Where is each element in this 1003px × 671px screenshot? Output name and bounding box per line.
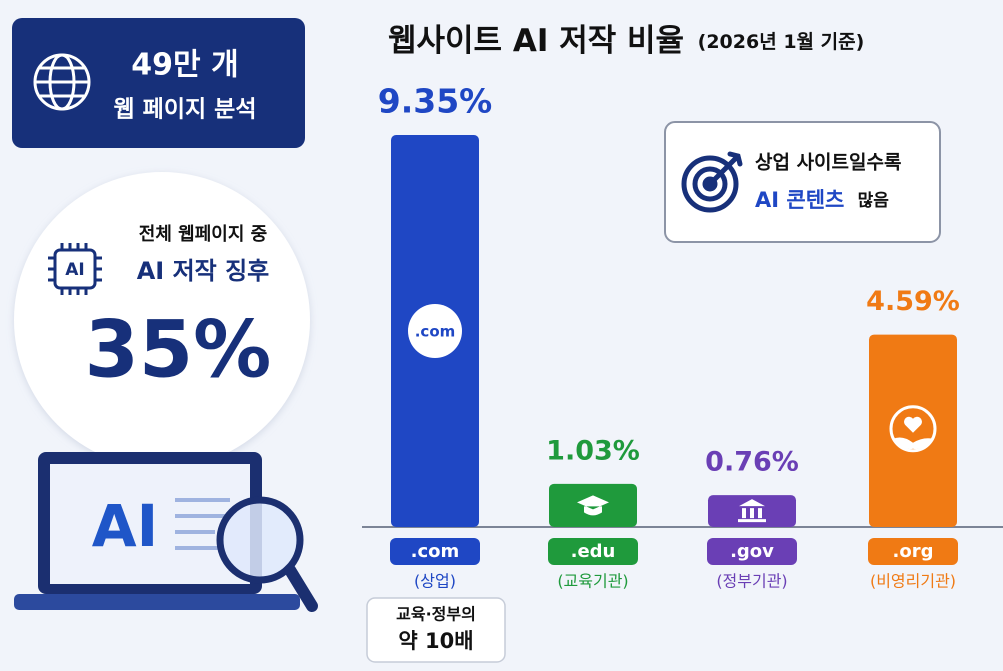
value-label: 9.35%	[378, 82, 493, 121]
category-description: (정부기관)	[716, 572, 787, 591]
value-label: 4.59%	[866, 286, 960, 317]
bar-icon	[738, 499, 766, 523]
share-label: AI 저작 징후	[137, 257, 270, 285]
chart-title: 웹사이트 AI 저작 비율 (2026년 1월 기준)	[388, 23, 864, 59]
chip-icon	[48, 243, 102, 295]
subtitle: (2026년 1월 기준)	[698, 31, 865, 53]
chip-label: AI	[65, 260, 84, 280]
target-icon	[681, 151, 743, 213]
share-value: 35%	[85, 305, 272, 395]
callout-line1: 상업 사이트일수록	[755, 152, 901, 174]
x-tick-label: .gov	[730, 541, 774, 562]
category-pill	[548, 538, 638, 565]
share-circle	[14, 172, 310, 468]
category-description: (상업)	[414, 572, 456, 591]
x-tick-label: .edu	[571, 541, 616, 562]
comparison-line2: 약 10배	[398, 629, 473, 653]
callout-box	[664, 121, 941, 243]
x-tick-label: .com	[411, 541, 460, 562]
pages-note: 웹 페이지 분석	[114, 97, 257, 123]
comparison-box	[366, 597, 506, 663]
category-pill	[868, 538, 958, 565]
bar-icon	[893, 416, 933, 450]
category-description: (교육기관)	[557, 572, 628, 591]
callout-line2: AI 콘텐츠 많음	[755, 188, 889, 212]
value-label: 1.03%	[546, 435, 640, 466]
category-description: (비영리기관)	[870, 572, 956, 591]
bar-icon	[577, 495, 609, 516]
bar-icon	[889, 405, 937, 453]
title: 웹사이트 AI 저작 비율	[388, 23, 684, 59]
summary-box	[12, 18, 305, 148]
laptop-illustration	[14, 452, 318, 612]
laptop-text: AI	[92, 492, 158, 560]
callout-rest: 많음	[858, 191, 890, 211]
pages-count: 49만 개	[131, 48, 238, 83]
comparison-line1: 교육·정부의	[396, 605, 476, 624]
category-pill	[390, 538, 480, 565]
globe-icon	[33, 53, 91, 111]
bar-icon-label: .com	[415, 323, 456, 341]
callout-highlight: AI 콘텐츠	[755, 188, 844, 212]
category-pill	[707, 538, 797, 565]
x-tick-label: .org	[893, 541, 934, 562]
share-intro: 전체 웹페이지 중	[139, 224, 267, 245]
bar-icon	[408, 304, 462, 358]
value-label: 0.76%	[705, 447, 799, 478]
